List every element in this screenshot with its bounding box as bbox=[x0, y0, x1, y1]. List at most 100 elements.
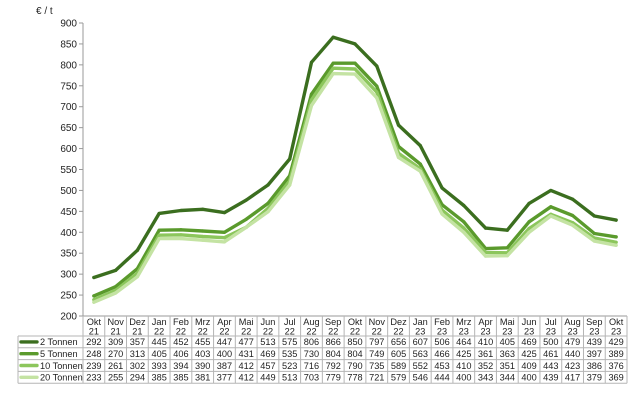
data-label: 412 bbox=[239, 361, 254, 371]
legend-label: 10 Tonnen bbox=[40, 361, 83, 371]
y-axis-label: € / t bbox=[36, 6, 53, 17]
data-label: 439 bbox=[543, 373, 558, 383]
y-tick-label: 750 bbox=[60, 81, 77, 92]
x-tick-label: 23 bbox=[524, 327, 534, 337]
data-label: 804 bbox=[326, 349, 341, 359]
data-point bbox=[114, 291, 118, 295]
x-tick-label: Okt bbox=[609, 317, 624, 327]
data-label: 344 bbox=[500, 373, 515, 383]
y-tick-label: 900 bbox=[60, 19, 77, 30]
data-point bbox=[288, 157, 292, 161]
data-label: 778 bbox=[347, 373, 362, 383]
data-label: 703 bbox=[304, 373, 319, 383]
data-label: 866 bbox=[326, 337, 341, 347]
x-tick-label: Feb bbox=[173, 317, 189, 327]
data-point bbox=[244, 225, 248, 229]
data-label: 440 bbox=[565, 349, 580, 359]
data-label: 292 bbox=[86, 337, 101, 347]
data-label: 445 bbox=[151, 337, 166, 347]
x-tick-label: 22 bbox=[154, 327, 164, 337]
data-point bbox=[462, 226, 466, 230]
axes: 200 250 300 350 400 450 500 550 600 650 700 750 800 8… bbox=[60, 19, 627, 323]
data-label: 425 bbox=[456, 349, 471, 359]
data-label: 233 bbox=[86, 373, 101, 383]
data-point bbox=[157, 233, 161, 237]
x-tick-label: 22 bbox=[372, 327, 382, 337]
data-label: 552 bbox=[413, 361, 428, 371]
x-tick-label: Apr bbox=[478, 317, 492, 327]
data-label: 394 bbox=[173, 361, 188, 371]
data-point bbox=[549, 205, 553, 209]
data-point bbox=[331, 66, 335, 70]
x-tick-label: Nov bbox=[107, 317, 124, 327]
data-label: 443 bbox=[543, 361, 558, 371]
data-point bbox=[201, 238, 205, 242]
data-point bbox=[266, 210, 270, 214]
data-label: 425 bbox=[521, 349, 536, 359]
data-label: 400 bbox=[217, 349, 232, 359]
x-tick-label: Apr bbox=[217, 317, 231, 327]
data-point bbox=[527, 230, 531, 234]
data-label: 385 bbox=[173, 373, 188, 383]
y-tick-label: 700 bbox=[60, 102, 77, 113]
data-label: 546 bbox=[413, 373, 428, 383]
data-label: 461 bbox=[543, 349, 558, 359]
series-line bbox=[92, 61, 618, 298]
x-tick-label: 23 bbox=[567, 327, 577, 337]
data-label: 409 bbox=[521, 361, 536, 371]
series-lines bbox=[92, 35, 618, 304]
data-point bbox=[331, 61, 335, 65]
data-point bbox=[309, 60, 314, 64]
data-label: 387 bbox=[217, 361, 232, 371]
data-label: 716 bbox=[304, 361, 319, 371]
x-tick-label: Sep bbox=[325, 317, 341, 327]
data-label: 500 bbox=[543, 337, 558, 347]
data-point bbox=[157, 236, 161, 241]
data-label: 469 bbox=[521, 337, 536, 347]
data-label: 656 bbox=[391, 337, 406, 347]
x-tick-label: Aug bbox=[303, 317, 319, 327]
data-label: 429 bbox=[608, 337, 623, 347]
x-tick-label: Jun bbox=[522, 317, 537, 327]
data-label: 779 bbox=[326, 373, 341, 383]
data-label: 386 bbox=[587, 361, 602, 371]
data-point bbox=[157, 228, 161, 232]
legend-label: 2 Tonnen bbox=[40, 337, 78, 347]
x-tick-label: Feb bbox=[434, 317, 450, 327]
y-tick-label: 350 bbox=[60, 249, 77, 260]
data-label: 389 bbox=[608, 349, 623, 359]
data-point bbox=[331, 72, 335, 76]
data-point bbox=[114, 285, 118, 289]
x-tick-label: 22 bbox=[350, 327, 360, 337]
x-tick-label: 22 bbox=[393, 327, 403, 337]
data-point bbox=[222, 211, 227, 215]
x-tick-label: Jul bbox=[284, 317, 296, 327]
data-label: 804 bbox=[347, 349, 362, 359]
legend-label: 5 Tonnen bbox=[40, 349, 78, 359]
data-point bbox=[353, 67, 357, 71]
data-label: 294 bbox=[130, 373, 145, 383]
data-point bbox=[179, 228, 183, 232]
x-tick-label: 22 bbox=[241, 327, 251, 337]
data-label: 393 bbox=[151, 361, 166, 371]
legend-label: 20 Tonnen bbox=[40, 373, 83, 383]
data-label: 369 bbox=[608, 373, 623, 383]
data-label: 449 bbox=[260, 373, 275, 383]
data-label: 379 bbox=[587, 373, 602, 383]
y-tick-label: 450 bbox=[60, 207, 77, 218]
data-label: 447 bbox=[217, 337, 232, 347]
data-point bbox=[222, 240, 227, 244]
data-point bbox=[244, 198, 248, 202]
data-label: 452 bbox=[173, 337, 188, 347]
data-point bbox=[92, 294, 96, 298]
data-label: 457 bbox=[260, 361, 275, 371]
data-label: 417 bbox=[565, 373, 580, 383]
data-label: 376 bbox=[608, 361, 623, 371]
x-tick-label: 21 bbox=[111, 327, 121, 337]
y-tick-label: 400 bbox=[60, 228, 77, 239]
y-tick-label: 650 bbox=[60, 123, 77, 134]
data-point bbox=[505, 246, 509, 250]
data-label: 513 bbox=[260, 337, 275, 347]
data-point bbox=[462, 230, 466, 234]
data-point bbox=[396, 123, 401, 127]
